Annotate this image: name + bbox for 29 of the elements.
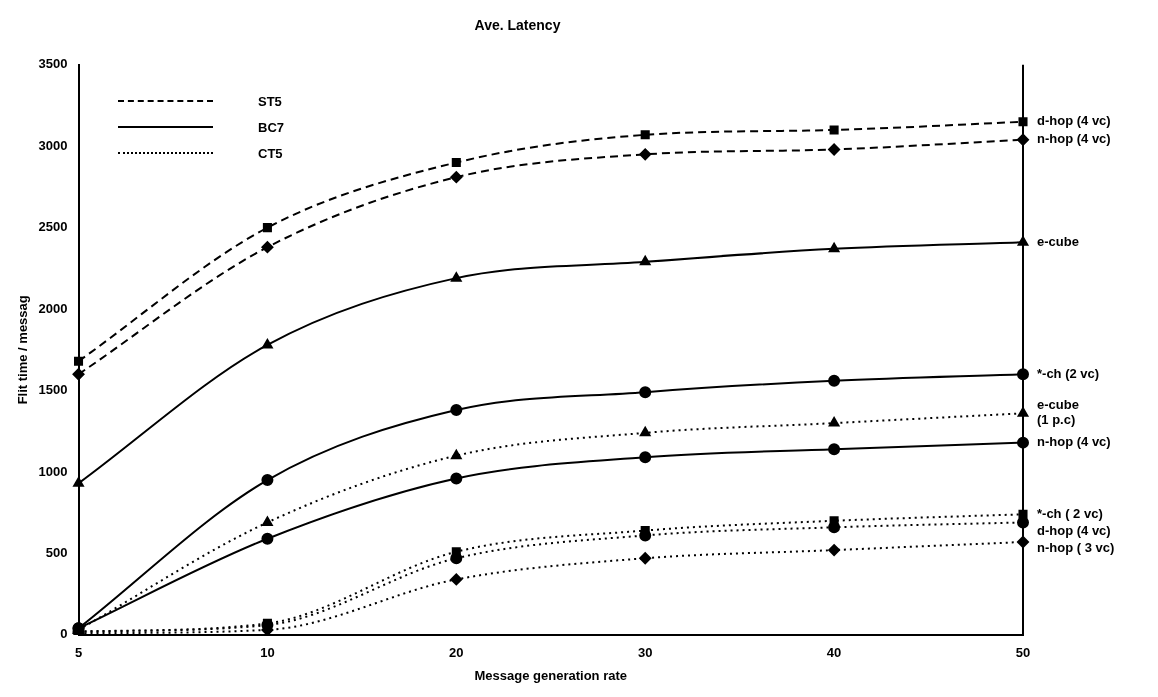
x-axis-title: Message generation rate — [474, 667, 627, 683]
series-label: d-hop (4 vc) — [1037, 113, 1111, 129]
annotation: BC7 — [258, 119, 285, 135]
y-tick-label: 2000 — [38, 300, 68, 316]
y-tick-label: 1500 — [38, 382, 68, 398]
y-tick-label: 500 — [45, 544, 68, 560]
y-tick-label: 3000 — [38, 137, 68, 153]
series-label: e-cube (1 p.c) — [1037, 397, 1079, 428]
x-tick-label: 50 — [1015, 645, 1031, 661]
x-tick-label: 20 — [449, 645, 464, 661]
x-tick-label: 30 — [637, 645, 653, 661]
x-tick-label: 5 — [74, 645, 83, 661]
x-tick-label: 10 — [260, 645, 275, 661]
chart-title: Ave. Latency — [474, 17, 561, 34]
series-label: d-hop (4 vc) — [1037, 522, 1111, 538]
y-tick-label: 2500 — [38, 219, 68, 235]
series-label: n-hop ( 3 vc) — [1037, 539, 1115, 555]
series-label: *-ch (2 vc) — [1037, 365, 1100, 381]
series-label: n-hop (4 vc) — [1037, 434, 1111, 450]
y-tick-label: 3500 — [38, 56, 68, 72]
y-tick-label: 0 — [60, 626, 68, 642]
series-label: n-hop (4 vc) — [1037, 131, 1111, 147]
y-axis-title: Flit time / messag — [15, 295, 31, 405]
y-tick-label: 1000 — [38, 463, 68, 479]
annotation: ST5 — [258, 93, 282, 109]
x-tick-label: 40 — [826, 645, 842, 661]
series-label: *-ch ( 2 vc) — [1037, 505, 1103, 521]
series-label: e-cube — [1037, 233, 1079, 249]
annotation: CT5 — [258, 145, 283, 161]
